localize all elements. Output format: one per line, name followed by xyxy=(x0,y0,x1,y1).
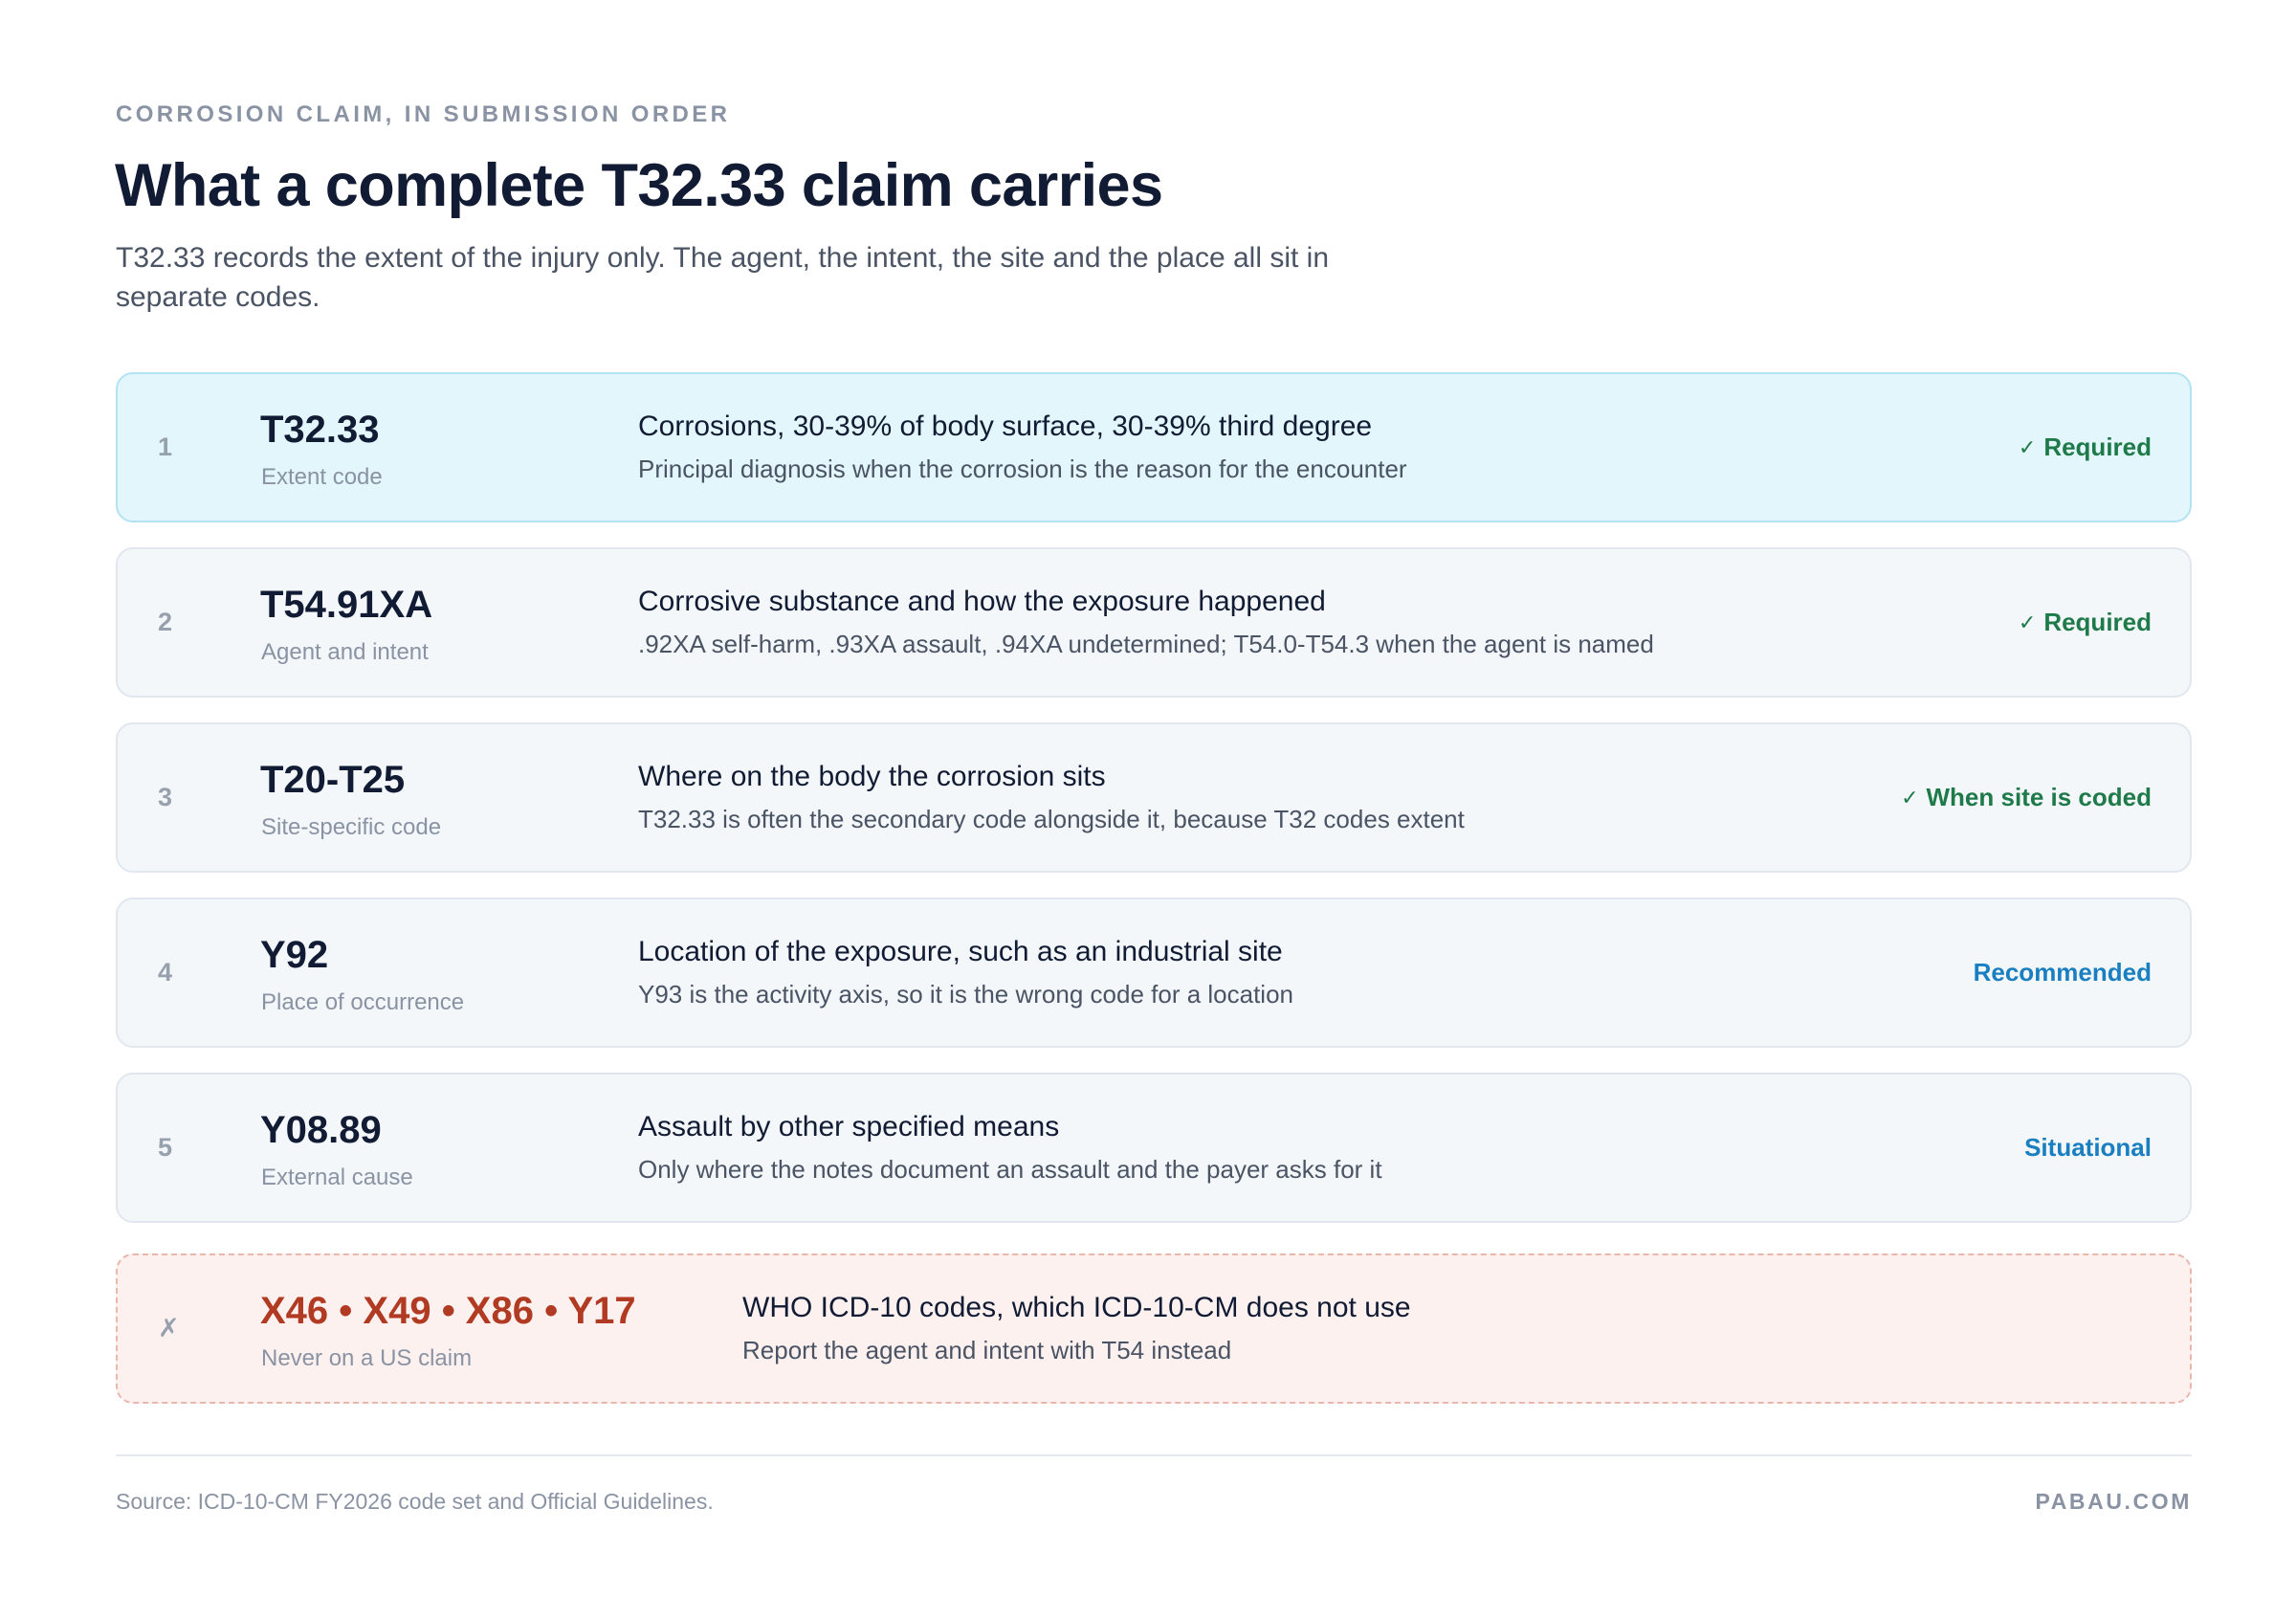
row-code: T20-T25 xyxy=(260,759,406,801)
row-number: 3 xyxy=(158,783,173,811)
status-badge: Situational xyxy=(2024,1075,2152,1221)
status-label: Situational xyxy=(2024,1133,2152,1162)
row-code: T32.33 xyxy=(260,409,380,451)
check-icon: ✓ xyxy=(1901,785,1919,810)
excluded-description: WHO ICD-10 codes, which ICD-10-CM does n… xyxy=(742,1292,1411,1323)
page-subtitle: T32.33 records the extent of the injury … xyxy=(116,242,1329,313)
row-code: Y08.89 xyxy=(260,1109,382,1151)
status-badge: ✓ Required xyxy=(2019,549,2152,696)
row-detail: Only where the notes document an assault… xyxy=(638,1155,1382,1184)
status-label: When site is coded xyxy=(1926,783,2152,811)
row-code-label: Extent code xyxy=(261,464,383,490)
status-badge: Recommended xyxy=(1974,899,2152,1046)
claim-row-place: 4 Y92 Place of occurrence Location of th… xyxy=(116,898,2192,1048)
row-description: Corrosive substance and how the exposure… xyxy=(638,586,1326,617)
excluded-codes: X46 • X49 • X86 • Y17 xyxy=(260,1290,636,1332)
row-number: 5 xyxy=(158,1133,173,1162)
source-note: Source: ICD-10-CM FY2026 code set and Of… xyxy=(116,1489,714,1514)
row-code-label: Site-specific code xyxy=(261,814,442,840)
row-code-label: External cause xyxy=(261,1164,413,1190)
status-badge: ✓ When site is coded xyxy=(1901,724,2152,871)
footer-divider xyxy=(116,1454,2192,1456)
row-number: 1 xyxy=(158,432,173,461)
claim-row-extent: 1 T32.33 Extent code Corrosions, 30-39% … xyxy=(116,372,2192,522)
status-label: Recommended xyxy=(1973,958,2152,987)
excluded-code-label: Never on a US claim xyxy=(261,1345,473,1371)
row-detail: Principal diagnosis when the corrosion i… xyxy=(638,455,1407,483)
check-icon: ✓ xyxy=(2018,610,2037,634)
row-description: Location of the exposure, such as an ind… xyxy=(638,936,1283,967)
claim-row-external-cause: 5 Y08.89 External cause Assault by other… xyxy=(116,1073,2192,1223)
row-detail: Y93 is the activity axis, so it is the w… xyxy=(638,980,1294,1009)
row-detail: .92XA self-harm, .93XA assault, .94XA un… xyxy=(638,630,1654,658)
row-number: 2 xyxy=(158,608,173,636)
cross-icon: ✗ xyxy=(158,1314,180,1342)
row-code: Y92 xyxy=(260,934,329,976)
excluded-detail: Report the agent and intent with T54 ins… xyxy=(742,1336,1232,1364)
status-label: Required xyxy=(2043,432,2152,461)
eyebrow: CORROSION CLAIM, IN SUBMISSION ORDER xyxy=(116,101,731,127)
claim-code-list: 1 T32.33 Extent code Corrosions, 30-39% … xyxy=(116,372,2192,1404)
row-code-label: Agent and intent xyxy=(261,639,429,665)
claim-row-agent: 2 T54.91XA Agent and intent Corrosive su… xyxy=(116,547,2192,698)
row-code-label: Place of occurrence xyxy=(261,989,465,1015)
row-number: 4 xyxy=(158,958,173,987)
row-detail: T32.33 is often the secondary code along… xyxy=(638,805,1465,833)
brand-label: PABAU.COM xyxy=(2035,1489,2192,1514)
check-icon: ✓ xyxy=(2018,434,2037,459)
row-description: Corrosions, 30-39% of body surface, 30-3… xyxy=(638,410,1373,442)
page-title: What a complete T32.33 claim carries xyxy=(115,152,1163,219)
excluded-codes-row: ✗ X46 • X49 • X86 • Y17 Never on a US cl… xyxy=(116,1253,2192,1404)
claim-row-site: 3 T20-T25 Site-specific code Where on th… xyxy=(116,722,2192,873)
status-badge: ✓ Required xyxy=(2019,374,2152,521)
status-label: Required xyxy=(2043,608,2152,636)
row-description: Assault by other specified means xyxy=(638,1111,1060,1142)
row-code: T54.91XA xyxy=(260,584,433,626)
row-description: Where on the body the corrosion sits xyxy=(638,761,1106,792)
